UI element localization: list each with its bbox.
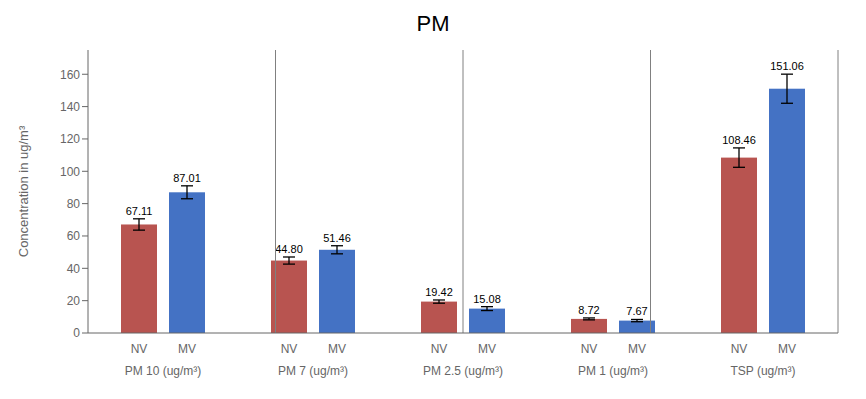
svg-text:100: 100 bbox=[60, 165, 80, 179]
svg-text:MV: MV bbox=[478, 342, 496, 356]
svg-text:120: 120 bbox=[60, 132, 80, 146]
svg-text:15.08: 15.08 bbox=[473, 293, 501, 305]
html-text:PM: PM bbox=[416, 11, 450, 36]
svg-text:TSP (ug/m³): TSP (ug/m³) bbox=[730, 364, 795, 378]
svg-text:PM 2.5 (ug/m³): PM 2.5 (ug/m³) bbox=[423, 364, 503, 378]
svg-text:MV: MV bbox=[628, 342, 646, 356]
svg-text:108.46: 108.46 bbox=[722, 134, 756, 146]
svg-text:PM 7 (ug/m³): PM 7 (ug/m³) bbox=[278, 364, 348, 378]
svg-text:67.11: 67.11 bbox=[126, 205, 153, 217]
svg-text:MV: MV bbox=[178, 342, 196, 356]
svg-text:NV: NV bbox=[131, 342, 148, 356]
svg-text:NV: NV bbox=[431, 342, 448, 356]
svg-text:51.46: 51.46 bbox=[323, 232, 351, 244]
svg-text:NV: NV bbox=[581, 342, 598, 356]
svg-text:0: 0 bbox=[73, 326, 80, 340]
svg-text:8.72: 8.72 bbox=[578, 304, 599, 316]
svg-text:160: 160 bbox=[60, 68, 80, 82]
svg-text:20: 20 bbox=[67, 294, 81, 308]
svg-text:80: 80 bbox=[67, 197, 81, 211]
svg-text:NV: NV bbox=[281, 342, 298, 356]
svg-text:44.80: 44.80 bbox=[275, 243, 303, 255]
svg-text:60: 60 bbox=[67, 229, 81, 243]
svg-text:40: 40 bbox=[67, 262, 81, 276]
svg-text:MV: MV bbox=[778, 342, 796, 356]
svg-text:140: 140 bbox=[60, 100, 80, 114]
svg-text:151.06: 151.06 bbox=[770, 60, 804, 72]
svg-text:87.01: 87.01 bbox=[173, 172, 201, 184]
svg-text:7.67: 7.67 bbox=[626, 305, 647, 317]
svg-text:NV: NV bbox=[731, 342, 748, 356]
svg-text:Concentration in ug/m³: Concentration in ug/m³ bbox=[16, 125, 31, 257]
svg-text:PM 10 (ug/m³): PM 10 (ug/m³) bbox=[125, 364, 202, 378]
svg-text:MV: MV bbox=[328, 342, 346, 356]
svg-text:PM 1 (ug/m³): PM 1 (ug/m³) bbox=[578, 364, 648, 378]
svg-text:19.42: 19.42 bbox=[425, 286, 453, 298]
